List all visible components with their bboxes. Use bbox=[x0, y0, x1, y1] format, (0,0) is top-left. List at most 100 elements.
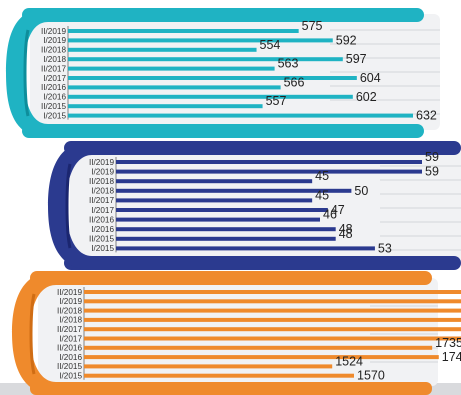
value-label: 1570 bbox=[357, 369, 385, 383]
category-label: II/2018 bbox=[41, 46, 66, 55]
book-teal-pages bbox=[30, 14, 440, 130]
book-orange-cover-top bbox=[30, 271, 432, 285]
category-label: II/2016 bbox=[57, 344, 82, 353]
bar bbox=[68, 94, 353, 99]
category-label: II/2019 bbox=[41, 27, 66, 36]
bar bbox=[68, 85, 281, 90]
book-teal-cover-top bbox=[22, 8, 424, 22]
category-label: I/2016 bbox=[59, 353, 82, 362]
value-label: 47 bbox=[331, 203, 345, 217]
value-label: 48 bbox=[339, 227, 353, 241]
value-label: 1749 bbox=[442, 350, 461, 364]
bar bbox=[84, 327, 461, 332]
book-orange-spine bbox=[12, 271, 56, 395]
category-label: I/2017 bbox=[59, 334, 82, 343]
bar bbox=[116, 236, 336, 241]
bar bbox=[84, 299, 461, 304]
book-navy-page-lines bbox=[380, 165, 461, 251]
value-label: 1524 bbox=[335, 354, 363, 368]
category-label: I/2018 bbox=[91, 187, 114, 196]
category-label: I/2015 bbox=[91, 244, 114, 253]
book-navy bbox=[48, 141, 461, 270]
value-label: 566 bbox=[284, 75, 305, 89]
category-label: II/2016 bbox=[89, 215, 114, 224]
bar bbox=[84, 373, 354, 378]
bar bbox=[84, 308, 461, 313]
value-label: 575 bbox=[302, 19, 323, 33]
bar bbox=[68, 57, 343, 62]
category-label: II/2019 bbox=[57, 288, 82, 297]
value-label: 45 bbox=[315, 169, 329, 183]
bar bbox=[84, 355, 439, 360]
value-label: 632 bbox=[416, 109, 437, 123]
category-label: I/2017 bbox=[91, 206, 114, 215]
value-label: 602 bbox=[356, 90, 377, 104]
bar bbox=[68, 76, 357, 80]
bar bbox=[116, 217, 320, 222]
value-label: 53 bbox=[378, 241, 392, 255]
category-label: II/2015 bbox=[57, 362, 82, 371]
book-orange-spine-shade bbox=[29, 293, 36, 375]
value-label: 604 bbox=[360, 71, 381, 85]
bar bbox=[68, 66, 275, 71]
chart-marks: II/2019 575 I/2019 592 II/2018 554 I/2018 597 II… bbox=[41, 19, 461, 383]
value-label: 554 bbox=[260, 38, 281, 52]
category-label: II/2018 bbox=[89, 177, 114, 186]
category-label: I/2019 bbox=[43, 36, 66, 45]
bar bbox=[68, 29, 299, 33]
bar bbox=[116, 246, 375, 251]
value-label: 46 bbox=[323, 208, 337, 222]
category-label: II/2015 bbox=[41, 102, 66, 111]
bar bbox=[116, 198, 313, 203]
bar bbox=[116, 188, 352, 193]
value-label: 592 bbox=[336, 33, 357, 47]
category-label: II/2015 bbox=[89, 235, 114, 244]
category-label: I/2015 bbox=[59, 372, 82, 381]
bar bbox=[68, 113, 413, 118]
value-label: 557 bbox=[266, 94, 287, 108]
category-label: II/2017 bbox=[89, 196, 114, 205]
category-label: II/2017 bbox=[41, 64, 66, 73]
bar bbox=[116, 169, 422, 174]
value-label: 563 bbox=[278, 57, 299, 71]
book-navy-spine bbox=[48, 141, 92, 270]
value-label: 48 bbox=[339, 222, 353, 236]
bar bbox=[84, 345, 433, 350]
book-teal-spine-shade bbox=[23, 29, 30, 117]
book-navy-spine-shade bbox=[65, 163, 72, 249]
book-navy-cover-top bbox=[64, 141, 461, 155]
bar bbox=[116, 160, 422, 164]
category-label: I/2019 bbox=[59, 297, 82, 306]
bar bbox=[116, 179, 313, 184]
bar bbox=[84, 317, 461, 322]
book-navy-cover-bottom bbox=[64, 256, 461, 270]
bar bbox=[68, 104, 263, 109]
book-teal-cover-bottom bbox=[22, 124, 424, 138]
bar bbox=[84, 336, 461, 341]
bar bbox=[68, 47, 257, 52]
book-orange-cover-bottom bbox=[30, 382, 432, 395]
category-label: II/2017 bbox=[57, 325, 82, 334]
category-label: II/2019 bbox=[89, 158, 114, 167]
value-label: 597 bbox=[346, 52, 367, 66]
bar bbox=[116, 227, 336, 232]
bar bbox=[68, 38, 333, 43]
category-label: I/2016 bbox=[91, 225, 114, 234]
category-label: I/2018 bbox=[43, 55, 66, 64]
category-label: I/2019 bbox=[91, 167, 114, 176]
category-label: I/2015 bbox=[43, 111, 66, 120]
bar bbox=[84, 290, 461, 294]
value-label: 59 bbox=[425, 165, 439, 179]
category-label: I/2018 bbox=[59, 316, 82, 325]
book-navy-pages bbox=[70, 148, 461, 264]
bar bbox=[84, 364, 333, 369]
value-label: 1735 bbox=[435, 336, 461, 350]
value-label: 45 bbox=[315, 188, 329, 202]
category-label: II/2018 bbox=[57, 306, 82, 315]
value-label: 59 bbox=[425, 150, 439, 164]
bar bbox=[116, 208, 328, 212]
value-label: 50 bbox=[354, 184, 368, 198]
category-label: I/2016 bbox=[43, 93, 66, 102]
book-teal-spine bbox=[6, 8, 48, 138]
